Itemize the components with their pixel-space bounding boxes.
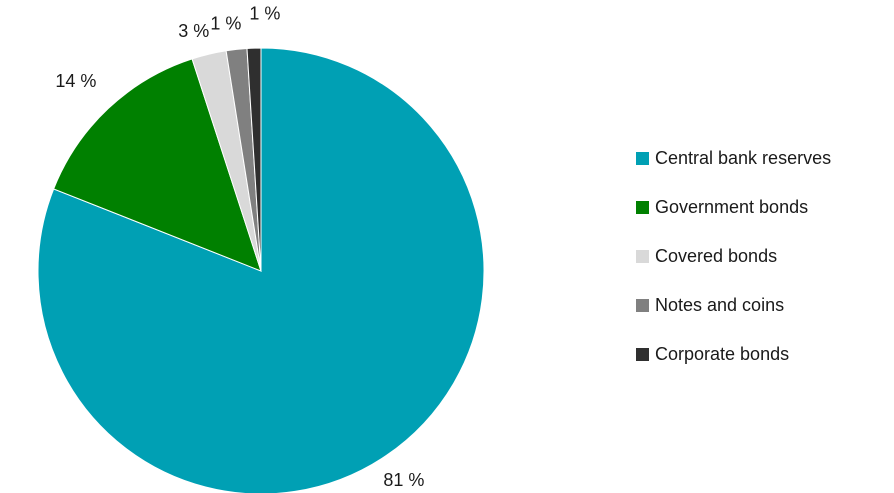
data-label-covered-bonds: 3 %	[178, 21, 209, 41]
pie-slice-central-bank-reserves	[37, 47, 485, 493]
legend-item-notes-and-coins: Notes and coins	[636, 281, 831, 330]
legend: Central bank reserves Government bonds C…	[636, 134, 831, 379]
legend-label-government-bonds: Government bonds	[655, 197, 809, 217]
legend-item-covered-bonds: Covered bonds	[636, 232, 831, 281]
legend-label-central-bank-reserves: Central bank reserves	[655, 148, 832, 168]
legend-label-corporate-bonds: Corporate bonds	[655, 344, 790, 364]
legend-swatch-notes-and-coins	[636, 299, 649, 312]
data-label-government-bonds: 14 %	[55, 71, 96, 91]
legend-label-covered-bonds: Covered bonds	[655, 246, 778, 266]
legend-item-corporate-bonds: Corporate bonds	[636, 330, 831, 379]
legend-swatch-government-bonds	[636, 201, 649, 214]
legend-label-notes-and-coins: Notes and coins	[655, 295, 785, 315]
legend-swatch-covered-bonds	[636, 250, 649, 263]
legend-item-government-bonds: Government bonds	[636, 183, 831, 232]
data-label-central-bank-reserves: 81 %	[383, 470, 424, 490]
data-label-notes-and-coins: 1 %	[210, 14, 241, 34]
legend-swatch-corporate-bonds	[636, 348, 649, 361]
legend-swatch-central-bank-reserves	[636, 152, 649, 165]
data-label-corporate-bonds: 1 %	[249, 3, 280, 23]
pie-slice-corporate-bonds	[246, 47, 262, 272]
legend-item-central-bank-reserves: Central bank reserves	[636, 134, 831, 183]
